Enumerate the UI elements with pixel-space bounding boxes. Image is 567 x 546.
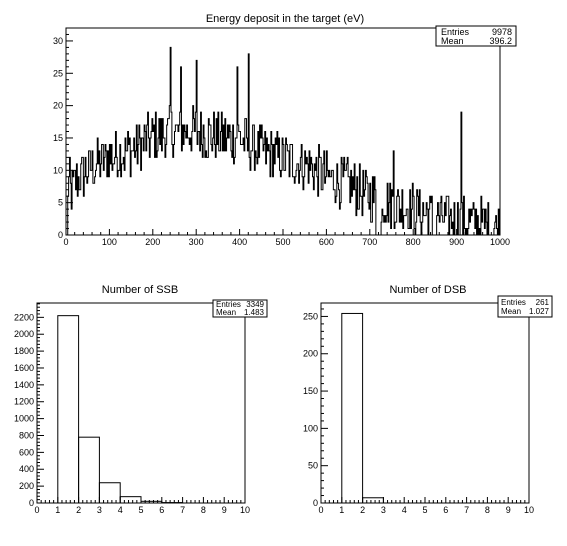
ssb-xtick-label: 2	[76, 505, 81, 515]
ssb-xtick-label: 6	[159, 505, 164, 515]
dsb-xtick-label: 7	[464, 505, 469, 515]
energy-xtick-label: 700	[362, 237, 377, 247]
ssb-xtick-label: 3	[97, 505, 102, 515]
dsb-xtick-label: 9	[506, 505, 511, 515]
dsb-xtick-label: 3	[381, 505, 386, 515]
energy-xtick-label: 500	[275, 237, 290, 247]
ssb-frame	[37, 303, 245, 503]
dsb-frame	[321, 303, 529, 503]
dsb-ytick-label: 250	[303, 311, 318, 321]
ssb-ytick-label: 2000	[14, 329, 34, 339]
energy-xtick-label: 900	[449, 237, 464, 247]
dsb-entries-label: Entries	[501, 298, 526, 307]
dsb-xtick-label: 8	[485, 505, 490, 515]
energy-xtick-label: 300	[189, 237, 204, 247]
dsb-xtick-label: 10	[524, 505, 534, 515]
ssb-ytick-label: 400	[19, 464, 34, 474]
ssb-ytick-label: 2200	[14, 312, 34, 322]
ssb-ytick-label: 800	[19, 430, 34, 440]
ssb-ytick-label: 1600	[14, 363, 34, 373]
ssb-xtick-label: 7	[180, 505, 185, 515]
dsb-title: Number of DSB	[389, 284, 466, 296]
ssb-ytick-label: 1800	[14, 346, 34, 356]
ssb-xtick-label: 0	[34, 505, 39, 515]
energy-stats-box: Entries 9978 Mean 396.2	[436, 26, 516, 46]
energy-ytick-label: 5	[58, 198, 63, 208]
energy-frame	[66, 28, 500, 235]
energy-title: Energy deposit in the target (eV)	[206, 13, 364, 25]
dsb-xtick-label: 5	[422, 505, 427, 515]
ssb-xtick-label: 9	[222, 505, 227, 515]
ssb-xtick-label: 4	[118, 505, 123, 515]
energy-ytick-label: 0	[58, 230, 63, 240]
ssb-stats-box: Entries 3349 Mean 1.483	[213, 300, 267, 317]
ssb-xtick-label: 8	[201, 505, 206, 515]
energy-ytick-label: 30	[53, 36, 63, 46]
ssb-xtick-label: 5	[138, 505, 143, 515]
energy-xtick-label: 600	[319, 237, 334, 247]
dsb-entries-value: 261	[536, 298, 550, 307]
energy-mean-value: 396.2	[489, 36, 512, 46]
ssb-panel: Number of SSB 0 1 2 3 4 5 6 7 8 9 10 0 200 400 600 800 1…	[0, 270, 283, 541]
energy-ytick-label: 20	[53, 101, 63, 111]
ssb-histogram-svg: Number of SSB 0 1 2 3 4 5 6 7 8 9 10 0 200 400 600 800 1…	[0, 270, 283, 541]
dsb-ytick-label: 200	[303, 349, 318, 359]
dsb-stats-box: Entries 261 Mean 1.027	[498, 296, 552, 317]
energy-xtick-label: 100	[102, 237, 117, 247]
dsb-ytick-label: 50	[308, 461, 318, 471]
dsb-xtick-label: 2	[360, 505, 365, 515]
ssb-ytick-label: 0	[29, 498, 34, 508]
dsb-xtick-label: 1	[339, 505, 344, 515]
energy-xtick-label: 0	[63, 237, 68, 247]
ssb-mean-value: 1.483	[244, 308, 265, 317]
ssb-ytick-label: 1400	[14, 380, 34, 390]
energy-xtick-label: 800	[406, 237, 421, 247]
ssb-ytick-label: 200	[19, 481, 34, 491]
ssb-ytick-label: 1000	[14, 414, 34, 424]
energy-ytick-label: 10	[53, 165, 63, 175]
ssb-xtick-label: 10	[240, 505, 250, 515]
energy-mean-label: Mean	[441, 36, 464, 46]
energy-xtick-label: 400	[232, 237, 247, 247]
dsb-ytick-label: 0	[313, 498, 318, 508]
energy-ytick-label: 15	[53, 133, 63, 143]
ssb-title: Number of SSB	[102, 284, 178, 296]
dsb-xtick-label: 0	[318, 505, 323, 515]
energy-xtick-label: 1000	[490, 237, 510, 247]
dsb-mean-value: 1.027	[529, 307, 550, 316]
dsb-xtick-label: 4	[402, 505, 407, 515]
dsb-ytick-label: 150	[303, 386, 318, 396]
dsb-ytick-label: 100	[303, 423, 318, 433]
ssb-mean-label: Mean	[216, 308, 236, 317]
ssb-xtick-label: 1	[55, 505, 60, 515]
energy-xtick-label: 200	[145, 237, 160, 247]
dsb-mean-label: Mean	[501, 307, 521, 316]
ssb-ytick-label: 1200	[14, 397, 34, 407]
ssb-ytick-label: 600	[19, 447, 34, 457]
energy-ytick-label: 25	[53, 68, 63, 78]
dsb-xtick-label: 6	[443, 505, 448, 515]
